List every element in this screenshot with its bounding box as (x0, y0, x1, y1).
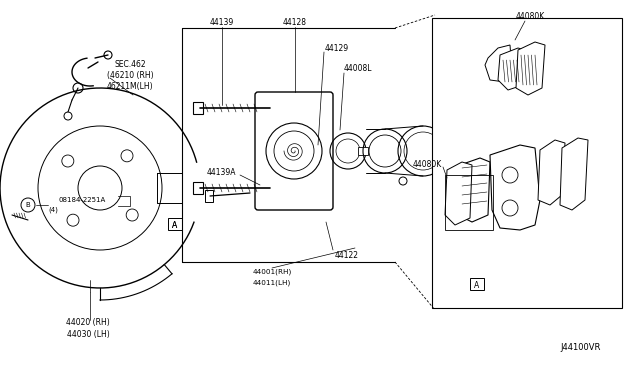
Text: 44122: 44122 (335, 250, 359, 260)
Polygon shape (560, 138, 588, 210)
Text: A: A (172, 221, 178, 230)
Polygon shape (458, 158, 490, 222)
Text: 44139: 44139 (210, 17, 234, 26)
Bar (470, 278, 484, 290)
Bar (193, 102, 203, 114)
Text: 44008L: 44008L (344, 64, 372, 73)
Polygon shape (498, 48, 525, 90)
Bar (432, 18, 622, 308)
Bar (193, 182, 203, 194)
Text: 44011(LH): 44011(LH) (253, 280, 291, 286)
Bar (358, 147, 368, 155)
Text: 44129: 44129 (325, 44, 349, 52)
Polygon shape (516, 42, 545, 95)
FancyBboxPatch shape (255, 92, 333, 210)
Text: 08184-2251A: 08184-2251A (58, 197, 105, 203)
Text: B: B (26, 202, 30, 208)
Text: 44139A: 44139A (207, 167, 237, 176)
Text: 44030 (LH): 44030 (LH) (67, 330, 109, 339)
Text: J44100VR: J44100VR (560, 343, 600, 353)
Polygon shape (490, 145, 540, 230)
Text: 44001(RH): 44001(RH) (252, 269, 292, 275)
Text: 44080K: 44080K (515, 12, 545, 20)
Polygon shape (538, 140, 565, 205)
Text: SEC.462: SEC.462 (114, 60, 146, 68)
Polygon shape (445, 162, 472, 225)
Text: (4): (4) (48, 207, 58, 213)
Bar (205, 190, 213, 202)
Bar (445, 175, 493, 230)
Text: 44080K: 44080K (413, 160, 442, 169)
Polygon shape (446, 58, 476, 234)
Text: 46211M(LH): 46211M(LH) (107, 81, 154, 90)
Text: A: A (474, 280, 479, 289)
Text: 44128: 44128 (283, 17, 307, 26)
Text: A: A (172, 221, 178, 230)
Text: (46210 (RH): (46210 (RH) (107, 71, 154, 80)
Polygon shape (485, 45, 512, 82)
Text: 44020 (RH): 44020 (RH) (66, 318, 110, 327)
Bar (168, 218, 182, 230)
